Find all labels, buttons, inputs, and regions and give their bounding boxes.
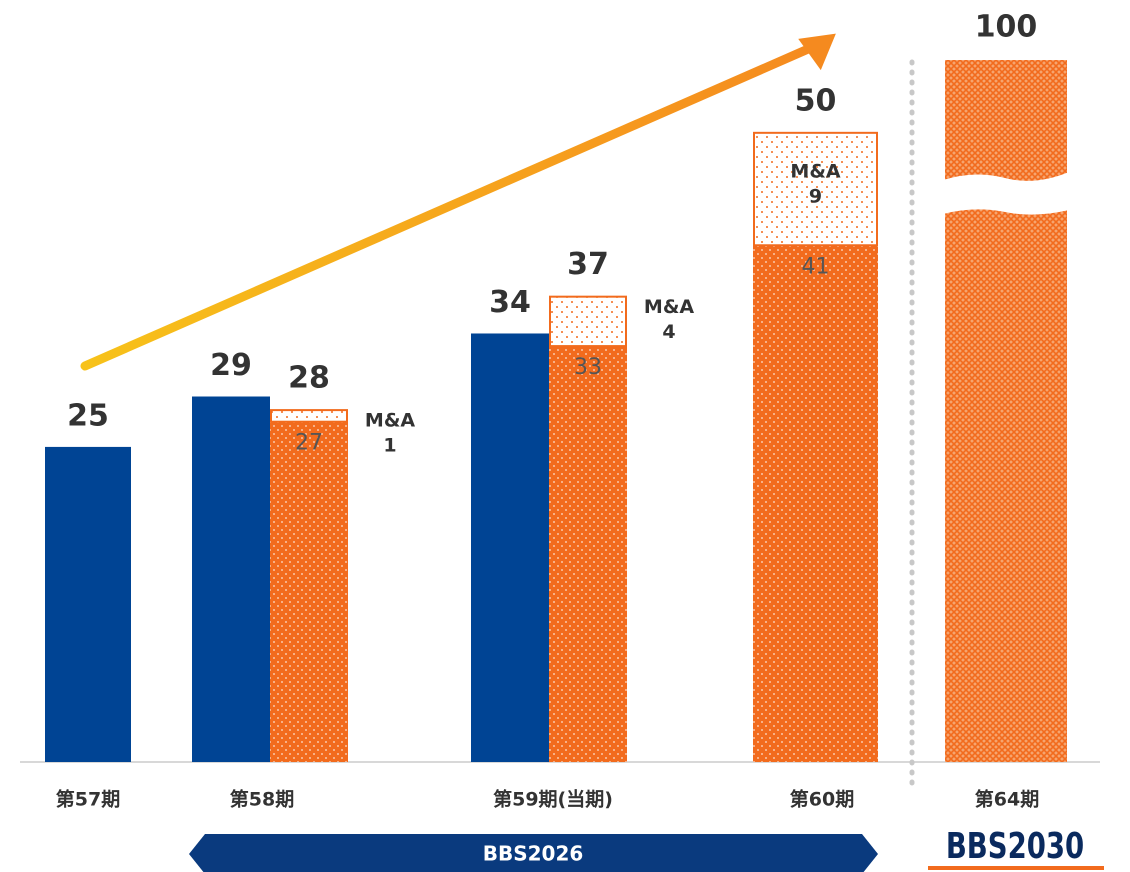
bar: [270, 409, 348, 423]
x-tick-label: 第59期(当期): [493, 788, 613, 811]
bar: [549, 295, 627, 348]
x-tick-label: 第64期: [975, 788, 1039, 811]
banner-label: BBS2026: [483, 842, 584, 866]
value-label: 1: [383, 435, 396, 457]
total-label: 50: [795, 83, 837, 118]
bar: [549, 346, 627, 762]
value-label: 33: [574, 355, 602, 380]
x-tick-label: 第57期: [56, 788, 120, 811]
trend-arrow: [80, 41, 820, 371]
banner: [189, 834, 878, 872]
x-tick-label: 第60期: [790, 788, 854, 811]
value-label: 34: [489, 285, 531, 320]
value-label: 25: [67, 398, 109, 433]
series-label: M&A: [365, 410, 415, 432]
value-label: 29: [210, 348, 252, 383]
bar: [192, 396, 270, 762]
total-label: 37: [567, 247, 609, 282]
bar: [45, 446, 131, 762]
bar: [471, 333, 549, 762]
total-label: 28: [288, 361, 330, 396]
value-label: 4: [662, 321, 675, 343]
bar: [945, 60, 1067, 762]
value-label: 100: [975, 10, 1038, 45]
trend-arrow-head: [798, 33, 836, 71]
underline: [928, 866, 1104, 870]
series-label: M&A: [790, 160, 840, 182]
bar: [270, 421, 348, 762]
target-label: BBS2030: [946, 825, 1084, 867]
axis-break: [943, 172, 1069, 215]
bar: [753, 131, 878, 247]
value-label: 9: [809, 185, 822, 207]
value-label: 41: [802, 254, 830, 279]
series-label: M&A: [644, 296, 694, 318]
x-tick-label: 第58期: [230, 788, 294, 811]
bar: [753, 245, 878, 763]
value-label: 27: [295, 431, 323, 456]
